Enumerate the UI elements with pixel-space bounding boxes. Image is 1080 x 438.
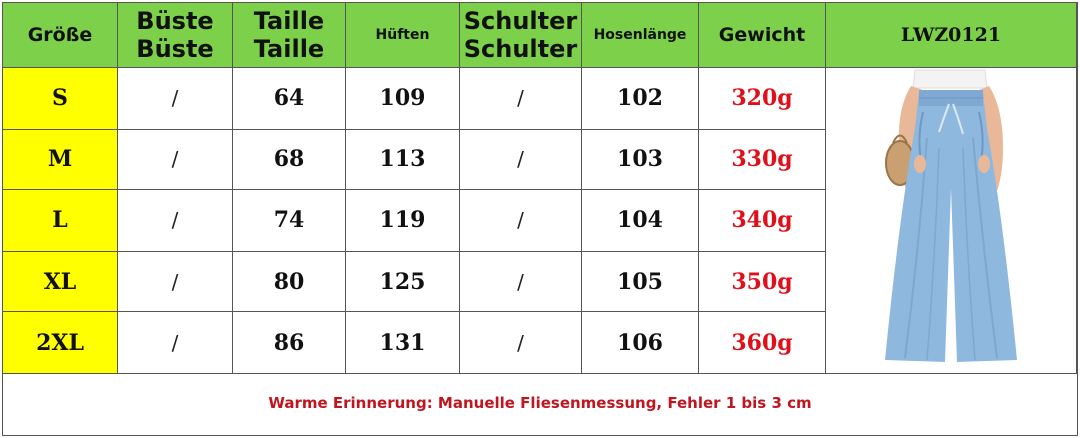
hips-cell: 119 xyxy=(345,189,460,252)
product-photo xyxy=(825,67,1077,374)
header-groesse: Größe xyxy=(2,2,118,68)
waist-cell: 68 xyxy=(232,128,346,191)
length-cell: 102 xyxy=(581,67,699,130)
bust-cell: / xyxy=(117,128,233,191)
size-cell: L xyxy=(2,189,118,252)
waist-cell: 64 xyxy=(232,67,346,130)
table-row: XL / 80 125 / 105 350g xyxy=(2,250,1077,313)
bust-cell: / xyxy=(117,311,233,374)
waist-cell: 74 xyxy=(232,189,346,252)
table-row: L / 74 119 / 104 340g xyxy=(2,189,1077,252)
shoulder-cell: / xyxy=(459,311,582,374)
table-row: S / 64 109 / 102 320g xyxy=(2,67,1077,374)
length-cell: 104 xyxy=(581,189,699,252)
wide-leg-pants-photo-icon xyxy=(826,68,1076,368)
size-cell: 2XL xyxy=(2,311,118,374)
size-cell: XL xyxy=(2,250,118,313)
bust-cell: / xyxy=(117,67,233,130)
measurement-note: Warme Erinnerung: Manuelle Fliesenmessun… xyxy=(268,394,812,412)
shoulder-cell: / xyxy=(459,250,582,313)
shoulder-cell: / xyxy=(459,189,582,252)
waist-cell: 86 xyxy=(232,311,346,374)
weight-cell: 330g xyxy=(698,128,826,191)
bust-cell: / xyxy=(117,250,233,313)
header-gewicht: Gewicht xyxy=(698,2,826,68)
shoulder-cell: / xyxy=(459,128,582,191)
header-hueften: Hüften xyxy=(345,2,460,68)
size-cell: S xyxy=(2,67,118,130)
bust-cell: / xyxy=(117,189,233,252)
hips-cell: 113 xyxy=(345,128,460,191)
size-cell: M xyxy=(2,128,118,191)
hips-cell: 125 xyxy=(345,250,460,313)
header-schulter: Schulter Schulter xyxy=(459,2,582,68)
header-bueste: Büste Büste xyxy=(117,2,233,68)
weight-cell: 350g xyxy=(698,250,826,313)
hips-cell: 131 xyxy=(345,311,460,374)
weight-cell: 360g xyxy=(698,311,826,374)
size-chart-table: Größe Büste Büste Taille Taille Hüften Sch… xyxy=(2,2,1077,374)
header-model-code: LWZ0121 xyxy=(825,2,1077,68)
table-row: 2XL / 86 131 / 106 360g xyxy=(2,311,1077,374)
header-row: Größe Büste Büste Taille Taille Hüften Sch… xyxy=(2,2,1077,68)
shoulder-cell: / xyxy=(459,67,582,130)
length-cell: 103 xyxy=(581,128,699,191)
header-taille: Taille Taille xyxy=(232,2,346,68)
table-row: M / 68 113 / 103 330g xyxy=(2,128,1077,191)
header-hosenlaenge: Hosenlänge xyxy=(581,2,699,68)
waist-cell: 80 xyxy=(232,250,346,313)
weight-cell: 340g xyxy=(698,189,826,252)
hips-cell: 109 xyxy=(345,67,460,130)
length-cell: 105 xyxy=(581,250,699,313)
length-cell: 106 xyxy=(581,311,699,374)
weight-cell: 320g xyxy=(698,67,826,130)
